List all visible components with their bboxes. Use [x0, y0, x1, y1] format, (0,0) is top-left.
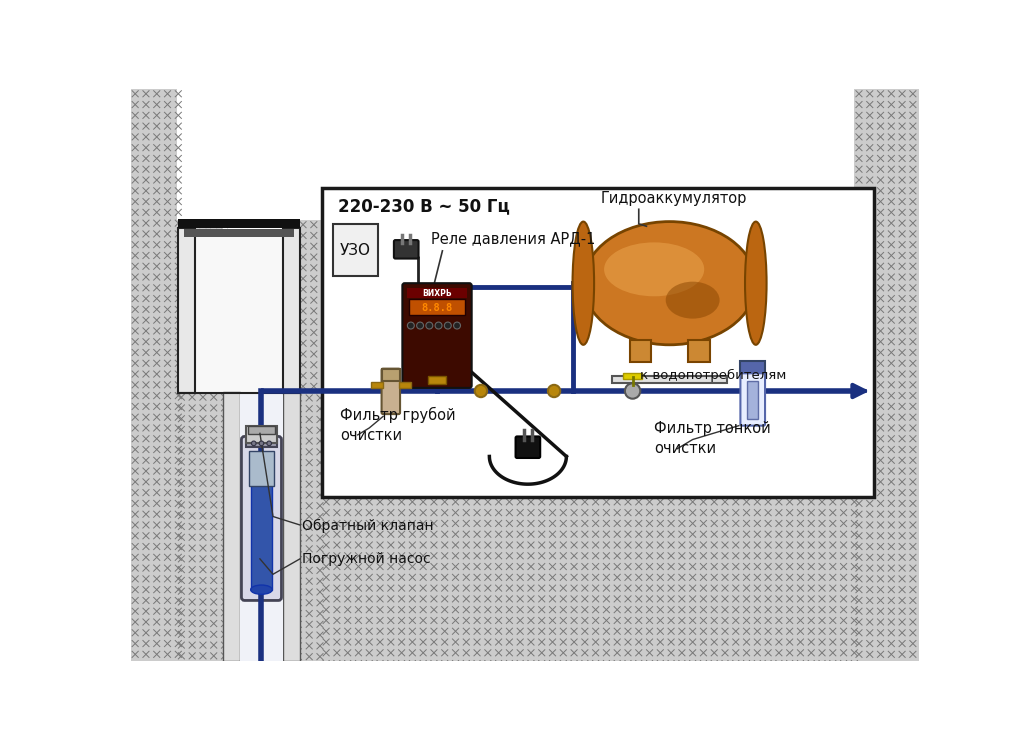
FancyBboxPatch shape	[394, 240, 419, 259]
Bar	[428, 377, 446, 384]
Circle shape	[408, 322, 415, 329]
Ellipse shape	[666, 282, 720, 319]
Bar	[248, 426, 275, 434]
Circle shape	[417, 322, 424, 329]
Bar	[688, 340, 710, 362]
Circle shape	[625, 383, 640, 399]
Bar	[322, 188, 874, 497]
Bar	[246, 438, 276, 447]
Bar	[322, 497, 854, 661]
Bar	[283, 228, 300, 393]
Circle shape	[259, 441, 264, 446]
Bar	[223, 393, 245, 661]
Circle shape	[444, 322, 452, 329]
Bar	[333, 224, 378, 276]
Bar	[630, 340, 651, 362]
Bar	[240, 392, 283, 661]
Bar	[407, 288, 467, 298]
Circle shape	[435, 322, 442, 329]
Text: к водопотребителям: к водопотребителям	[640, 369, 786, 382]
Bar	[246, 426, 276, 444]
Bar	[178, 218, 300, 228]
Text: Обратный клапан: Обратный клапан	[301, 519, 433, 533]
Bar	[410, 299, 465, 315]
Bar	[748, 381, 758, 420]
Ellipse shape	[572, 221, 594, 345]
Ellipse shape	[584, 221, 756, 345]
FancyBboxPatch shape	[382, 369, 400, 414]
Bar	[184, 230, 294, 237]
Text: Реле давления АРД-1: Реле давления АРД-1	[431, 231, 595, 246]
Text: ВИХРЬ: ВИХРЬ	[422, 289, 452, 298]
Text: Погружной насос: Погружной насос	[301, 552, 430, 565]
Bar	[611, 376, 727, 383]
Bar	[382, 369, 400, 381]
Bar	[398, 382, 411, 388]
Circle shape	[548, 385, 560, 398]
Text: УЗО: УЗО	[340, 243, 371, 258]
Text: Фильтр тонкой
очистки: Фильтр тонкой очистки	[654, 421, 771, 455]
Ellipse shape	[745, 221, 767, 345]
Text: Гидроаккумулятор: Гидроаккумулятор	[600, 191, 746, 206]
Bar	[283, 393, 322, 661]
Bar	[624, 372, 642, 379]
Text: 8.8.8: 8.8.8	[422, 303, 453, 313]
Bar	[298, 220, 322, 661]
Bar	[131, 89, 177, 661]
Bar	[249, 451, 273, 486]
Text: Фильтр грубой
очистки: Фильтр грубой очистки	[340, 406, 456, 443]
FancyBboxPatch shape	[402, 283, 472, 388]
Bar	[251, 478, 272, 590]
Circle shape	[426, 322, 433, 329]
Bar	[178, 228, 196, 393]
FancyBboxPatch shape	[242, 436, 282, 600]
Bar	[371, 382, 383, 388]
Bar	[196, 237, 283, 393]
Circle shape	[267, 441, 271, 446]
Bar	[854, 89, 920, 661]
Bar	[223, 392, 240, 661]
Circle shape	[475, 385, 487, 398]
Bar	[740, 361, 765, 374]
Bar	[177, 220, 223, 661]
Ellipse shape	[604, 242, 705, 296]
Bar	[283, 392, 300, 661]
Ellipse shape	[251, 585, 272, 594]
Circle shape	[454, 322, 461, 329]
Circle shape	[252, 441, 256, 446]
Text: 220-230 В ~ 50 Гц: 220-230 В ~ 50 Гц	[339, 197, 510, 215]
FancyBboxPatch shape	[740, 373, 765, 426]
FancyBboxPatch shape	[515, 436, 541, 458]
